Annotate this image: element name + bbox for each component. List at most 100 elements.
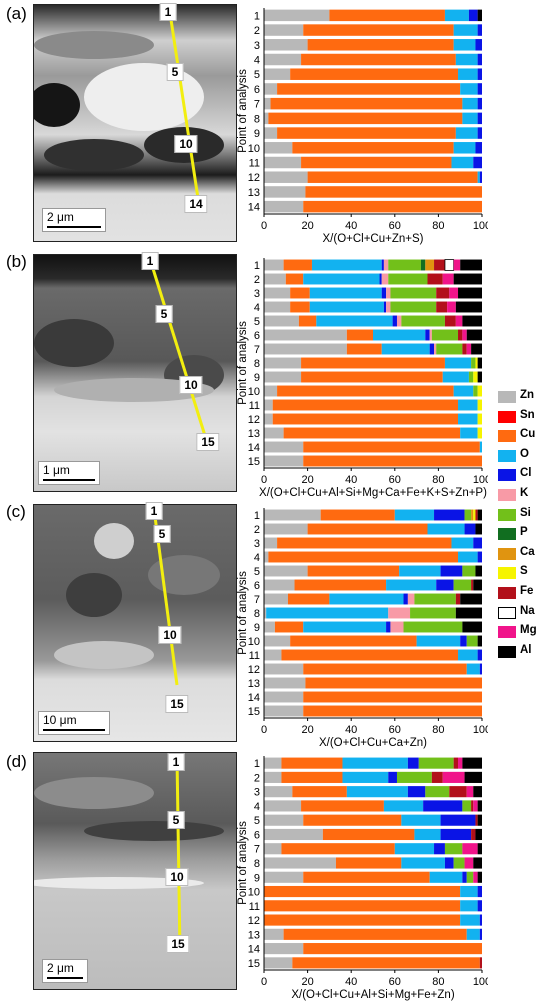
bar-segment-cu [301,156,452,169]
bar-segment-o [451,537,474,549]
bar-segment-cl [477,83,482,95]
bar-segment-o [427,523,465,535]
legend-swatch [498,430,516,443]
point-label: 1 [167,753,185,771]
legend-swatch [498,645,516,658]
legend-item-cu: Cu [498,427,550,447]
y-tick-label: 8 [254,608,260,620]
x-tick-label: 20 [301,724,313,736]
bar-segment-cu [301,357,445,369]
bar-segment-o [394,843,435,855]
bar-segment-cl [381,259,384,271]
bar-segment-fe [471,828,476,841]
stacked-bar-chart: 1234567891011121314020406080100X/(O+Cl+C… [237,8,488,245]
bar-segment-fe [427,273,443,285]
bar-segment-zn [264,9,330,22]
legend-swatch [498,508,516,521]
bar-segment-o [342,771,389,783]
bar-segment-al [455,607,482,619]
bar-segment-cu [305,186,482,198]
bar-segment-zn [264,957,293,969]
bar-segment-al [460,259,482,271]
bar-segment-zn [264,828,323,841]
bar-segment-cl [434,843,445,855]
point-label: 15 [165,695,189,713]
bar-segment-cl [434,509,465,521]
bar-segment-mg [449,287,459,299]
bar-segment-zn [264,537,278,549]
bar-segment-cl [403,593,408,605]
analysis-line [175,756,182,954]
bar-segment-fe [475,814,478,826]
legend-label: Cu [520,428,536,441]
bar-segment-zn [264,523,308,535]
bar-segment-cu [294,579,387,591]
bar-segment-cu [301,53,456,66]
bar-segment-cu [320,509,395,521]
bar-segment-cu [272,399,459,411]
bar-segment-s [477,413,482,425]
bar-segment-o [309,287,382,299]
bar-segment-cl [407,786,426,798]
bar-segment-cl [479,914,482,926]
bar-segment-o [460,427,478,439]
bar-segment-o [416,635,461,647]
bar-segment-cu [272,413,459,425]
bar-segment-o [460,83,478,95]
bar-segment-cl [464,523,476,535]
y-tick-label: 15 [248,706,260,718]
bar-segment-zn [264,301,291,313]
y-tick-label: 7 [254,594,260,606]
bar-segment-s [477,385,482,397]
bar-segment-cl [440,565,463,577]
bar-segment-al [453,273,482,285]
point-label: 5 [166,63,184,81]
panel-d: (d) 2 μm 1 5 10 15 1 2 3 4 5 6 7 8 9 10 11 12 13 14 15… [0,748,550,1005]
bar-segment-zn [264,357,302,369]
bar-segment-zn [264,509,321,521]
panel-a: (a) 2 μm 1 5 10 14 1 2 3 4 5 6 7 8 9 10 11 12 13 14 0 2… [0,0,550,248]
bar-segment-zn [264,635,291,647]
bar-segment-si [410,607,456,619]
x-tick-label: 40 [345,474,357,486]
legend-item-k: K [498,486,550,506]
scale-bar: 2 μm [42,208,106,232]
bar-segment-o [401,857,445,869]
x-tick-label: 20 [301,976,313,988]
bar-segment-cl [429,343,435,355]
legend-swatch [498,449,516,462]
point-label: 5 [155,305,173,323]
bar-segment-fe [458,329,463,341]
bar-segment-o [303,273,380,285]
bar-segment-zn [264,53,302,66]
bar-segment-o [303,621,387,633]
bar-segment-cu [303,663,467,675]
bar-segment-mg [442,273,454,285]
bar-segment-o [342,757,408,769]
legend-label: Zn [520,389,535,401]
point-label: 5 [153,525,171,543]
x-tick-label: 40 [345,220,357,232]
bar-segment-o [466,928,480,940]
legend-label: O [520,447,529,460]
bar-segment-fe [475,509,478,521]
bar-segment-cu [303,705,482,717]
y-tick-label: 12 [248,414,260,426]
sem-micrograph: 1 μm [33,254,237,492]
legend-swatch [498,567,516,580]
bar-segment-o [462,112,478,125]
bar-segment-cu [283,427,461,439]
analysis-line [152,508,179,686]
bar-segment-zn [264,705,304,717]
sem-micrograph: 2 μm [33,752,237,990]
bar-segment-o [458,649,478,661]
bar-segment-si [401,315,445,327]
bar-segment-zn [264,857,336,869]
y-axis-label: Point of analysis [237,571,249,655]
x-axis-label: X/(O+Cl+Cu+Ca+Zn) [319,737,427,749]
bar-segment-cl [392,315,397,327]
y-tick-label: 13 [248,428,260,440]
bar-segment-zn [264,112,269,125]
y-tick-label: 14 [248,202,260,214]
point-label: 1 [159,3,177,21]
